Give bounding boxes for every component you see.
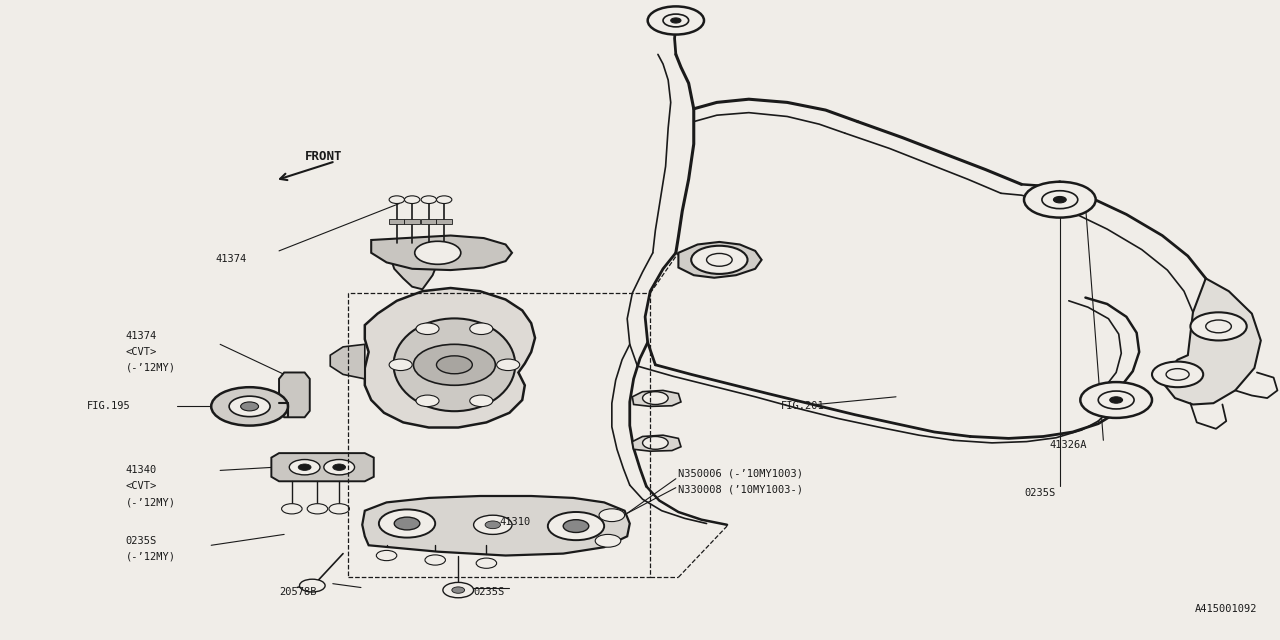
Polygon shape	[371, 236, 512, 270]
Circle shape	[389, 359, 412, 371]
Circle shape	[707, 253, 732, 266]
Circle shape	[443, 582, 474, 598]
Circle shape	[379, 509, 435, 538]
Polygon shape	[390, 243, 438, 289]
Text: (-’12MY): (-’12MY)	[125, 552, 175, 562]
Text: (-’12MY): (-’12MY)	[125, 497, 175, 508]
Text: FRONT: FRONT	[305, 150, 342, 163]
Polygon shape	[404, 219, 420, 224]
Text: <CVT>: <CVT>	[125, 347, 156, 357]
Circle shape	[548, 512, 604, 540]
Circle shape	[425, 555, 445, 565]
Polygon shape	[271, 453, 374, 481]
Circle shape	[241, 402, 259, 411]
Circle shape	[1152, 362, 1203, 387]
Circle shape	[1053, 196, 1066, 203]
Circle shape	[404, 196, 420, 204]
Circle shape	[289, 460, 320, 475]
Ellipse shape	[394, 319, 515, 412]
Circle shape	[415, 241, 461, 264]
Circle shape	[1206, 320, 1231, 333]
Circle shape	[389, 196, 404, 204]
Circle shape	[599, 509, 625, 522]
Circle shape	[452, 587, 465, 593]
Text: FIG.195: FIG.195	[87, 401, 131, 412]
Circle shape	[329, 504, 349, 514]
Circle shape	[1110, 397, 1123, 403]
Circle shape	[470, 323, 493, 335]
Polygon shape	[421, 219, 436, 224]
Text: 41326A: 41326A	[1050, 440, 1087, 450]
Circle shape	[307, 504, 328, 514]
Circle shape	[470, 395, 493, 406]
Circle shape	[1080, 382, 1152, 418]
Circle shape	[333, 464, 346, 470]
Circle shape	[394, 517, 420, 530]
Polygon shape	[389, 219, 404, 224]
Polygon shape	[436, 219, 452, 224]
Circle shape	[485, 521, 500, 529]
Circle shape	[1024, 182, 1096, 218]
Text: 0235S: 0235S	[125, 536, 156, 546]
Text: N330008 (’10MY1003-): N330008 (’10MY1003-)	[678, 484, 804, 495]
Circle shape	[595, 534, 621, 547]
Text: N350006 (-’10MY1003): N350006 (-’10MY1003)	[678, 468, 804, 479]
Text: A415001092: A415001092	[1194, 604, 1257, 614]
Circle shape	[663, 14, 689, 27]
Circle shape	[211, 387, 288, 426]
Polygon shape	[279, 372, 310, 417]
Text: 41310: 41310	[499, 516, 530, 527]
Text: 41374: 41374	[215, 254, 246, 264]
Text: 0235S: 0235S	[1024, 488, 1055, 498]
Text: (-’12MY): (-’12MY)	[125, 363, 175, 373]
Text: 20578B: 20578B	[279, 587, 316, 597]
Circle shape	[563, 520, 589, 532]
Circle shape	[691, 246, 748, 274]
Circle shape	[376, 550, 397, 561]
Text: 41374: 41374	[125, 331, 156, 341]
Circle shape	[413, 344, 495, 385]
Circle shape	[1166, 369, 1189, 380]
Circle shape	[643, 392, 668, 404]
Polygon shape	[632, 390, 681, 406]
Circle shape	[1042, 191, 1078, 209]
Circle shape	[421, 196, 436, 204]
Circle shape	[671, 18, 681, 23]
Text: 41340: 41340	[125, 465, 156, 476]
Circle shape	[1098, 391, 1134, 409]
Circle shape	[300, 579, 325, 592]
Circle shape	[436, 196, 452, 204]
Circle shape	[648, 6, 704, 35]
Polygon shape	[678, 242, 762, 278]
Circle shape	[476, 558, 497, 568]
Polygon shape	[365, 288, 535, 428]
Circle shape	[1190, 312, 1247, 340]
Circle shape	[298, 464, 311, 470]
Circle shape	[416, 395, 439, 406]
Polygon shape	[362, 496, 630, 556]
Text: 0235S: 0235S	[474, 587, 504, 597]
Circle shape	[497, 359, 520, 371]
Circle shape	[324, 460, 355, 475]
Circle shape	[282, 504, 302, 514]
Polygon shape	[330, 344, 365, 379]
Circle shape	[416, 323, 439, 335]
Circle shape	[229, 396, 270, 417]
Polygon shape	[1165, 278, 1261, 404]
Text: FIG.201: FIG.201	[781, 401, 824, 412]
Text: <CVT>: <CVT>	[125, 481, 156, 492]
Circle shape	[474, 515, 512, 534]
Circle shape	[436, 356, 472, 374]
Polygon shape	[632, 435, 681, 451]
Circle shape	[643, 436, 668, 449]
